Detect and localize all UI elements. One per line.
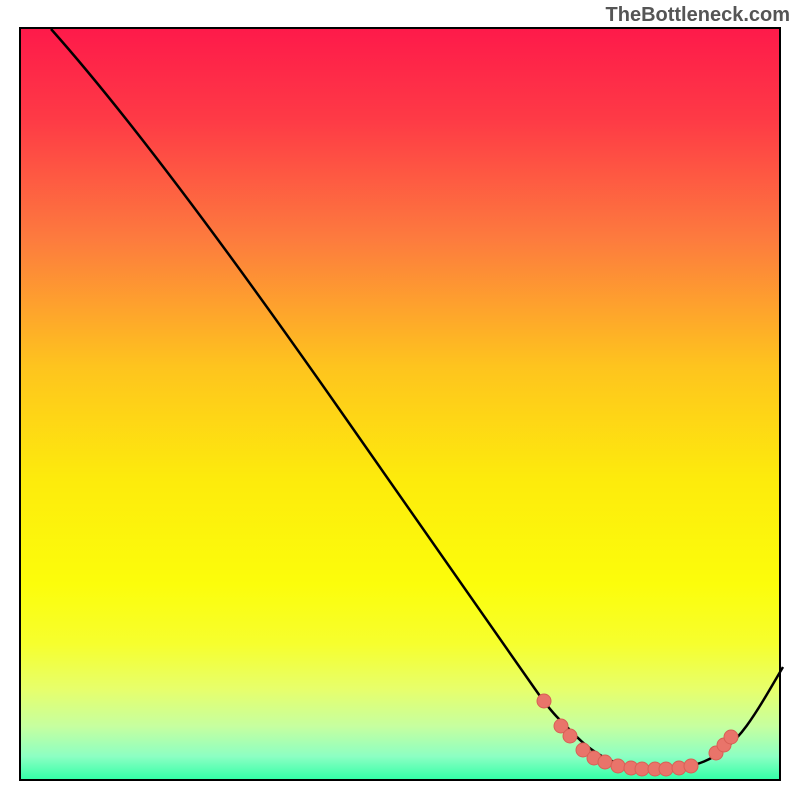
marker-dot bbox=[659, 762, 673, 776]
watermark-text: TheBottleneck.com bbox=[606, 4, 790, 27]
marker-dot bbox=[537, 694, 551, 708]
marker-dot bbox=[611, 759, 625, 773]
plot-area bbox=[19, 27, 781, 781]
marker-dot bbox=[684, 759, 698, 773]
marker-dot bbox=[563, 729, 577, 743]
curve-path bbox=[51, 29, 783, 769]
marker-dot bbox=[724, 730, 738, 744]
marker-group bbox=[537, 694, 738, 776]
marker-dot bbox=[635, 762, 649, 776]
marker-dot bbox=[598, 755, 612, 769]
bottleneck-curve-chart bbox=[21, 29, 783, 783]
